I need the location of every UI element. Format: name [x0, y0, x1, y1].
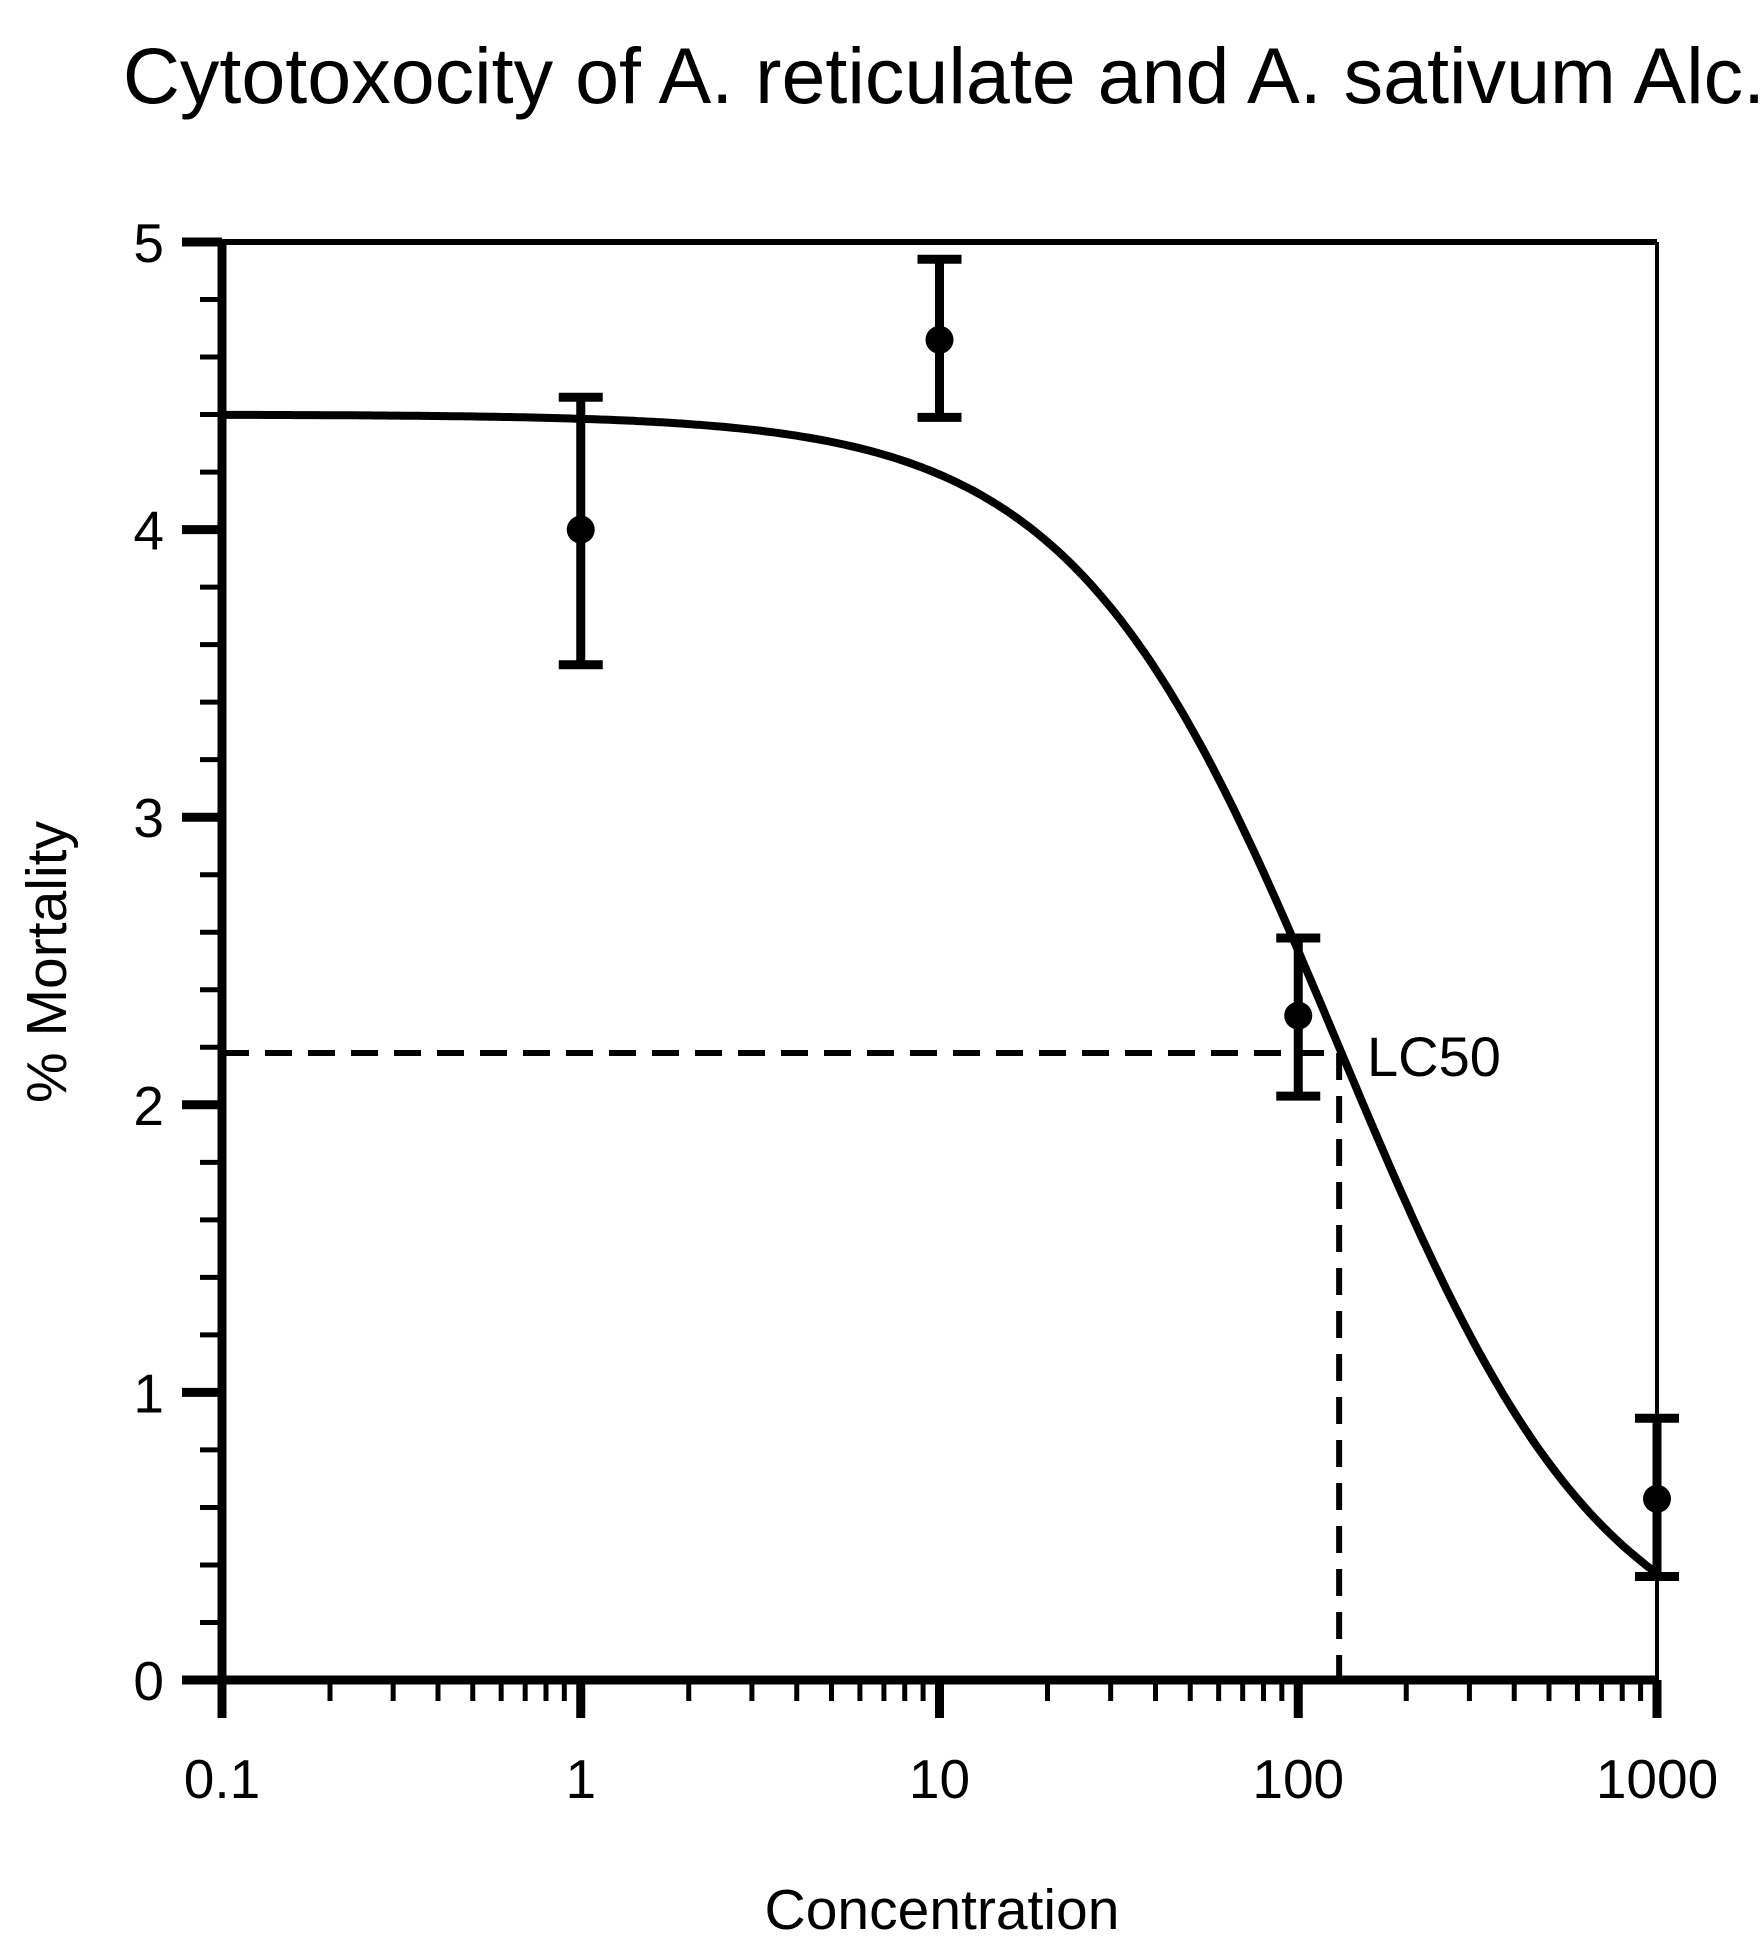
data-point-marker — [925, 325, 954, 354]
data-point-marker — [1643, 1484, 1671, 1513]
fitted-curve — [218, 410, 1661, 1578]
lc50-annotation-lines — [222, 1050, 1343, 1680]
y-tick-label: 0 — [133, 1650, 164, 1712]
data-point-marker — [1284, 1001, 1313, 1030]
x-axis: 0.1 1 10 100 1000 — [184, 1680, 1718, 1810]
chart-title: Cytotoxocity of A. reticulate and A. sat… — [123, 31, 1760, 120]
y-axis-title: % Mortality — [15, 821, 79, 1103]
data-points — [558, 254, 1679, 1581]
lc50-label: LC50 — [1367, 1025, 1501, 1088]
plot-frame — [217, 239, 1659, 1685]
x-tick-label: 0.1 — [184, 1748, 260, 1810]
y-tick-label: 5 — [133, 212, 164, 274]
dose-response-curve-path — [218, 410, 1661, 1578]
y-axis: 0 1 2 3 4 5 — [133, 212, 222, 1712]
data-point-marker — [566, 515, 595, 544]
x-tick-label: 1 — [565, 1748, 596, 1810]
y-tick-label: 3 — [133, 787, 164, 849]
x-tick-label: 10 — [909, 1748, 970, 1810]
x-tick-label: 100 — [1252, 1748, 1344, 1810]
y-tick-label: 1 — [133, 1362, 164, 1424]
x-tick-label: 1000 — [1596, 1748, 1718, 1810]
y-tick-label: 2 — [133, 1075, 164, 1137]
y-tick-label: 4 — [133, 500, 164, 562]
x-axis-title: Concentration — [765, 1878, 1120, 1942]
